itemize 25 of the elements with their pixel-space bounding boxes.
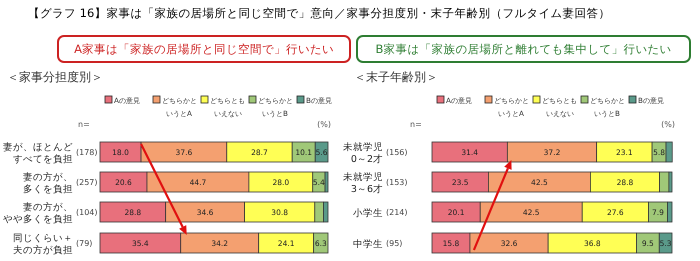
chart-title: ＜家事分担度別＞ xyxy=(7,70,103,84)
y-tick-label: 小学生 xyxy=(353,207,383,219)
y-tick-label: 未就学児3～6才 xyxy=(343,171,383,195)
text: n= xyxy=(78,120,90,129)
y2-tick-label: (214) xyxy=(386,208,408,217)
text: (%) xyxy=(317,120,331,129)
text: A家事は「家族の居場所と同じ空間で」行いたい xyxy=(74,42,334,56)
chart-title: ＜末子年齢別＞ xyxy=(354,70,438,84)
y-tick-label: 未就学児0～2才 xyxy=(343,141,383,165)
y2-tick-label: (178) xyxy=(76,148,98,157)
y2-tick-label: (257) xyxy=(76,178,98,187)
text: n= xyxy=(410,120,422,129)
y-tick-label: 同じくらい＋夫の方が負担 xyxy=(13,233,73,256)
y2-tick-label: (79) xyxy=(76,239,92,248)
y2-tick-label: (156) xyxy=(386,148,408,157)
y2-tick-label: (95) xyxy=(386,239,402,248)
text: B家事は「家族の居場所と離れても集中して」行いたい xyxy=(376,42,672,56)
text: (%) xyxy=(661,120,675,129)
y-tick-label: 妻の方が、やや多くを負担 xyxy=(3,201,73,225)
y-tick-label: 妻の方が、多くを負担 xyxy=(23,171,73,195)
y2-tick-label: (153) xyxy=(386,178,408,187)
y-tick-label: 中学生 xyxy=(353,238,383,250)
y2-tick-label: (104) xyxy=(76,208,98,217)
y-tick-label: 妻が、ほとんどすべてを負担 xyxy=(3,141,73,165)
text: 【グラフ 16】家事は「家族の居場所と同じ空間で」意向／家事分担度別・末子年齢別（フルタイム妻回答） xyxy=(28,6,610,20)
